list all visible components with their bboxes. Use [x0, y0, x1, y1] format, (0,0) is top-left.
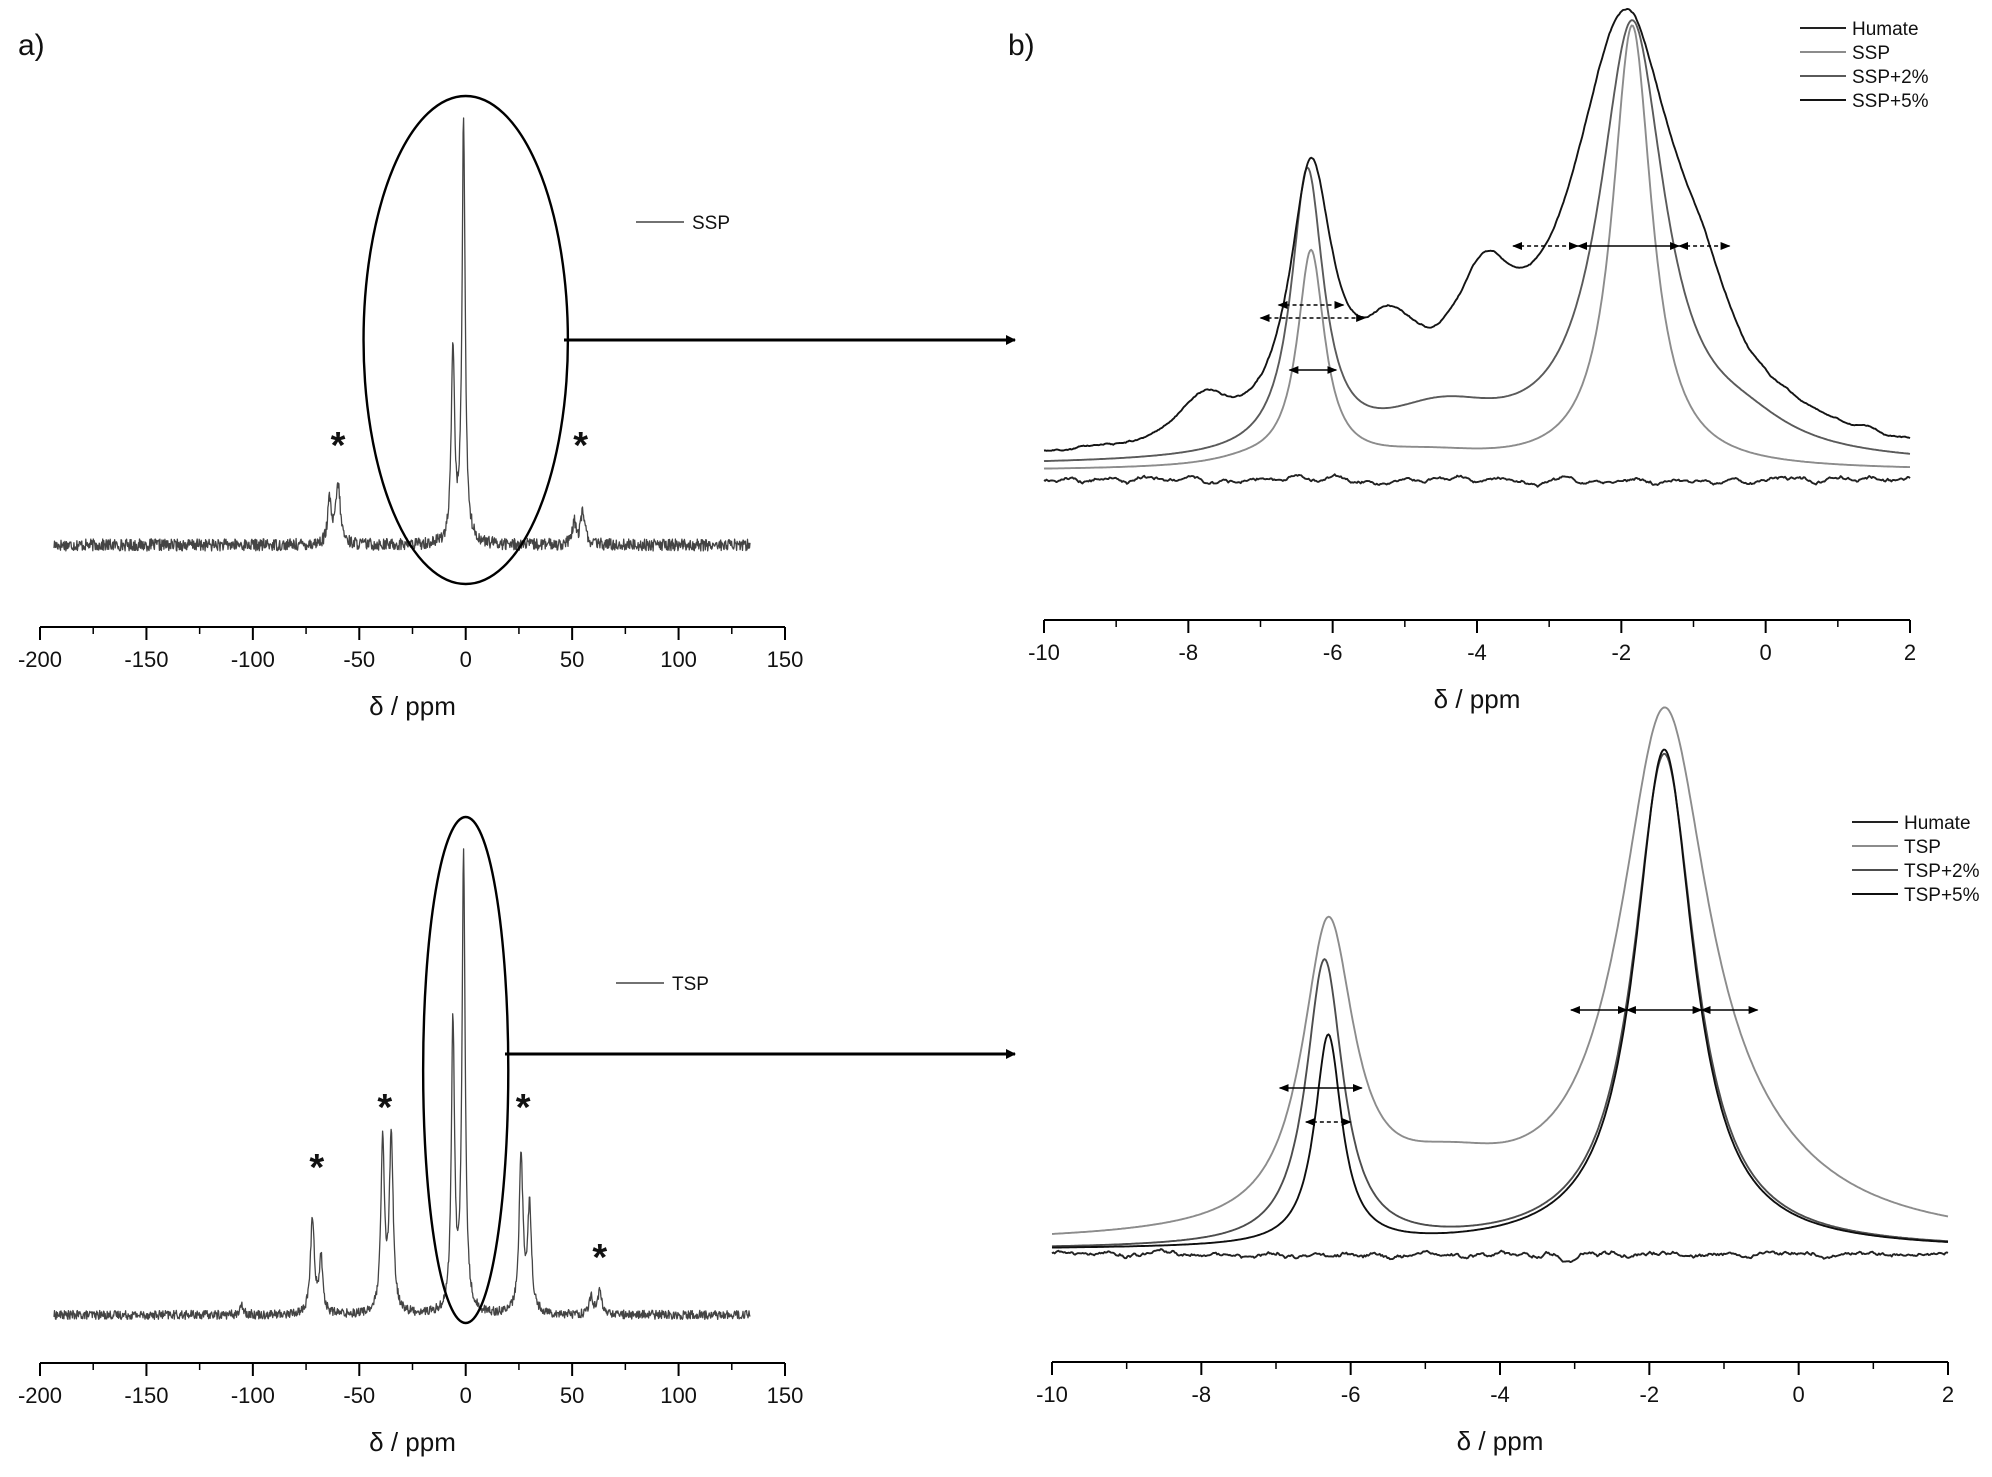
x-axis-label: δ / ppm	[1457, 1426, 1544, 1456]
x-tick-label: -200	[18, 1383, 62, 1408]
x-tick-label: 100	[660, 1383, 697, 1408]
sideband-asterisk: *	[309, 1147, 324, 1189]
highlight-ellipse	[421, 815, 510, 1325]
legend-label: Humate	[1852, 19, 1919, 40]
legend-label: SSP	[1852, 43, 1890, 64]
panel-a-bottom-spectrum: -200 -150 -100 -50 0 50 100 150 δ / ppm	[18, 848, 804, 1457]
x-tick-label: -8	[1192, 1382, 1212, 1407]
panel-label-a: a)	[18, 29, 45, 62]
panel-b-bottom-spectrum: -10 -8 -6 -4 -2 0 2 δ / ppm	[1036, 706, 1954, 1456]
x-tick-label: -100	[231, 1383, 275, 1408]
series-line-ssp-2-	[1043, 19, 1911, 463]
x-tick-label: -8	[1179, 640, 1199, 665]
series-line-ssp	[1043, 24, 1910, 470]
x-tick-label: 0	[1793, 1382, 1805, 1407]
panel-b-top-spectrum: -10 -8 -6 -4 -2 0 2 δ / ppm	[1028, 8, 1916, 714]
legend-label: TSP+5%	[1904, 885, 1980, 906]
x-tick-label: -50	[343, 1383, 375, 1408]
x-tick-label: -150	[124, 1383, 168, 1408]
series-line-tsp-5-	[1051, 748, 1949, 1249]
x-tick-label: -6	[1341, 1382, 1361, 1407]
x-tick-label: -6	[1323, 640, 1343, 665]
x-tick-label: -4	[1490, 1382, 1510, 1407]
legend-label: TSP+2%	[1904, 861, 1980, 882]
sideband-asterisk: *	[331, 425, 346, 467]
x-axis-label: δ / ppm	[369, 1427, 456, 1457]
legend-label: Humate	[1904, 813, 1971, 834]
sideband-asterisk: *	[516, 1087, 531, 1129]
x-tick-label: 50	[560, 647, 584, 672]
legend-label: TSP	[672, 974, 709, 995]
x-axis-label: δ / ppm	[1434, 684, 1521, 714]
series-line-humate	[1043, 473, 1911, 488]
x-tick-label: 150	[767, 1383, 804, 1408]
sideband-asterisk: *	[573, 425, 588, 467]
x-tick-label: 2	[1904, 640, 1916, 665]
x-tick-label: 100	[660, 647, 697, 672]
x-tick-label: -100	[231, 647, 275, 672]
series-line-tsp	[1052, 706, 1949, 1235]
series-line-tsp	[53, 848, 751, 1321]
legend-label: SSP+2%	[1852, 67, 1929, 88]
series-line-ssp-5-	[1043, 8, 1911, 452]
x-tick-label: -10	[1036, 1382, 1068, 1407]
annotations: a) b) SSP TSP Humate SSP SSP+2% SSP+5% Humate TSP…	[18, 19, 1980, 1325]
x-tick-label: -200	[18, 647, 62, 672]
sideband-asterisk: *	[592, 1237, 607, 1279]
series-line-ssp	[53, 117, 751, 552]
x-tick-label: 150	[767, 647, 804, 672]
series-line-humate	[1051, 1248, 1949, 1264]
sideband-asterisk: *	[377, 1087, 392, 1129]
legend-label: TSP	[1904, 837, 1941, 858]
x-tick-label: 50	[560, 1383, 584, 1408]
x-tick-label: 0	[1760, 640, 1772, 665]
legend-label: SSP	[692, 213, 730, 234]
x-axis-label: δ / ppm	[369, 691, 456, 721]
x-tick-label: -50	[343, 647, 375, 672]
x-tick-label: -2	[1612, 640, 1632, 665]
series-line-tsp-2-	[1051, 752, 1949, 1248]
legend-label: SSP+5%	[1852, 91, 1929, 112]
x-tick-label: 2	[1942, 1382, 1954, 1407]
x-tick-label: -10	[1028, 640, 1060, 665]
x-tick-label: 0	[460, 647, 472, 672]
x-tick-label: -2	[1640, 1382, 1660, 1407]
x-tick-label: -150	[124, 647, 168, 672]
panel-a-top-spectrum: -200 -150 -100 -50 0 50 100 150 δ / ppm	[18, 117, 804, 721]
panel-label-b: b)	[1008, 29, 1035, 62]
x-tick-label: 0	[460, 1383, 472, 1408]
x-tick-label: -4	[1467, 640, 1487, 665]
